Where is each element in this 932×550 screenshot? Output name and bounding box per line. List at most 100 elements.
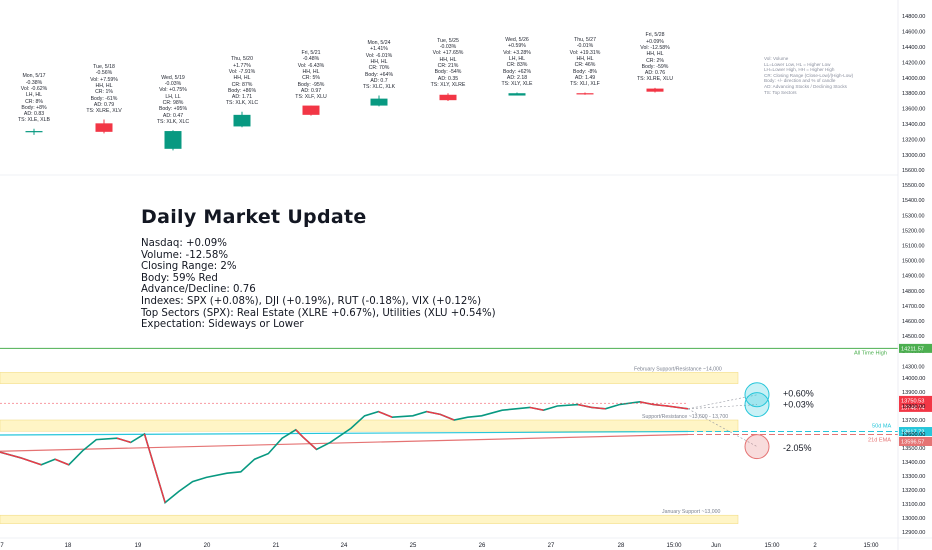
price-segment-down: [295, 429, 304, 438]
secondary-price-tick: 15200.00: [902, 228, 924, 234]
annotation-line: AD: 1.49: [574, 74, 596, 81]
annotation-line: +0.09%: [646, 38, 664, 45]
annotation-line: HH, HL: [233, 75, 251, 82]
annotation-line: -0.03%: [439, 44, 457, 51]
top-price-tick: 13000.00: [902, 153, 925, 159]
top-price-tick: 14000.00: [902, 76, 925, 82]
ma50-label: 50d MA: [872, 424, 892, 430]
annotation-line: Thu, 5/27: [574, 37, 596, 44]
price-tag: [899, 343, 932, 353]
time-tick: 28: [618, 543, 625, 549]
annotation-line: AD: 0.79: [93, 101, 115, 108]
price-segment-down: [653, 403, 668, 407]
annotation-line: TS: XLC, XLK: [362, 84, 396, 91]
top-price-tick: 13800.00: [902, 91, 925, 97]
annotation-line: CR: 21%: [437, 63, 459, 69]
annotation-line: TS: XLY, XLE: [501, 81, 533, 88]
annotation-line: -0.01%: [576, 43, 594, 50]
candle-annotation: Fri, 5/21 -0.48% Vol: -6.43% HH, HL CR: 5% Bo…: [281, 50, 341, 100]
annotation-line: HH, HL: [439, 56, 457, 63]
daily-candle-body: [508, 93, 526, 96]
price-segment-down: [426, 410, 441, 416]
price-segment-down: [378, 410, 393, 418]
secondary-price-tick: 15100.00: [902, 244, 924, 250]
bottom-price-tick: 13300.00: [902, 474, 925, 480]
bottom-price-tick: 13100.00: [902, 502, 925, 508]
annotation-line: Mon, 5/17: [22, 73, 46, 80]
annotation-line: +1.77%: [233, 62, 251, 69]
annotation-line: AD: 0.7: [370, 77, 388, 84]
annotation-line: CR: 5%: [302, 75, 320, 82]
secondary-price-tick: 15300.00: [902, 213, 924, 219]
annotation-line: Body: +8%: [21, 104, 47, 111]
daily-candle-body: [646, 88, 664, 92]
annotation-line: TS: XLK, XLC: [225, 100, 259, 107]
bottom-price-tick: 12900.00: [902, 530, 925, 536]
update-line: Top Sectors (SPX): Real Estate (XLRE +0.…: [141, 307, 496, 319]
price-segment-down: [116, 437, 131, 444]
update-line: Advance/Decline: 0.76: [141, 284, 256, 296]
bottom-price-tick: 13900.00: [902, 390, 925, 396]
secondary-price-tick: 15600.00: [902, 168, 924, 174]
top-price-tick: 13400.00: [902, 122, 925, 128]
annotation-line: TS: XLF, XLU: [295, 94, 327, 101]
update-line: Indexes: SPX (+0.08%), DJI (+0.19%), RUT…: [141, 295, 482, 307]
candle-annotation: Mon, 5/24 +1.41% Vol: -6.01% HH, HL CR: 70% B…: [349, 40, 409, 90]
time-tick: 15:00: [666, 543, 682, 549]
time-tick: 15:00: [863, 543, 879, 549]
price-tag-label: 13748.74: [901, 405, 924, 411]
price-tag: [899, 427, 932, 437]
annotation-line: CR: 87%: [231, 81, 253, 88]
annotation-line: +1.41%: [370, 46, 388, 53]
annotation-line: Body: +62%: [502, 68, 532, 75]
time-tick: 2: [813, 543, 817, 549]
legend-entry: LL=Lower Low, HL = Higher Low: [764, 61, 831, 67]
candle-annotation: Wed, 5/26 +0.59% Vol: +3.28% LH, HL CR: 83% B…: [487, 37, 547, 87]
support-zone: [0, 514, 739, 524]
annotation-line: CR: 46%: [574, 62, 596, 69]
update-title: Daily Market Update: [141, 206, 367, 228]
annotation-line: CR: 2%: [646, 57, 664, 64]
annotation-line: HH, HL: [302, 69, 320, 76]
annotation-line: CR: 8%: [25, 98, 43, 105]
annotation-line: LH, HL: [25, 92, 43, 99]
bottom-price-tick: 13800.00: [902, 404, 925, 410]
time-tick: 25: [410, 543, 417, 549]
price-segment-down: [667, 405, 689, 410]
annotation-line: TS: XLRE, XLV: [86, 108, 122, 115]
time-tick: 24: [341, 543, 348, 549]
annotation-line: HH, HL: [646, 51, 664, 58]
annotation-line: Wed, 5/26: [505, 37, 529, 44]
annotation-line: CR: 70%: [368, 65, 390, 72]
price-segment-down: [54, 458, 70, 466]
annotation-line: Thu, 5/20: [231, 56, 253, 63]
top-price-tick: 14200.00: [902, 60, 925, 66]
bottom-price-tick: 13500.00: [902, 446, 925, 452]
secondary-price-tick: 14900.00: [902, 274, 924, 280]
annotation-line: Body: -61%: [90, 95, 118, 102]
legend-entry: Body: +/- direction and % of candle: [764, 78, 836, 84]
annotation-line: Fri, 5/21: [301, 50, 321, 57]
scenario-circle: [744, 434, 770, 460]
annotation-line: CR: 98%: [162, 100, 184, 107]
scenario-label: -2.05%: [783, 443, 812, 453]
bottom-price-tick: 13600.00: [902, 432, 925, 438]
time-tick: 27: [548, 543, 555, 549]
annotation-line: HH, HL: [95, 82, 113, 89]
ath-label: All Time High: [854, 350, 887, 356]
secondary-price-tick: 14800.00: [902, 289, 924, 295]
price-segment-down: [302, 436, 317, 450]
price-tag-label: 14211.57: [901, 346, 924, 352]
secondary-price-tick: 14700.00: [902, 304, 924, 310]
time-tick: 20: [204, 543, 211, 549]
annotation-line: CR: 1%: [95, 89, 113, 96]
annotation-line: TS: XLY, XLRE: [430, 81, 466, 88]
annotation-line: -0.38%: [25, 79, 43, 86]
candle-annotation: Thu, 5/20 +1.77% Vol: -7.91% HH, HL CR: 87% B…: [212, 56, 272, 106]
update-line: Body: 59% Red: [141, 272, 218, 284]
annotation-line: Vol: -6.01%: [365, 52, 393, 59]
candle-annotation: Mon, 5/17 -0.38% Vol: -0.62% LH, HL CR: 8% Bo…: [4, 73, 64, 123]
legend-entry: AD: Advancing Stocks / Declining Stocks: [764, 83, 847, 89]
